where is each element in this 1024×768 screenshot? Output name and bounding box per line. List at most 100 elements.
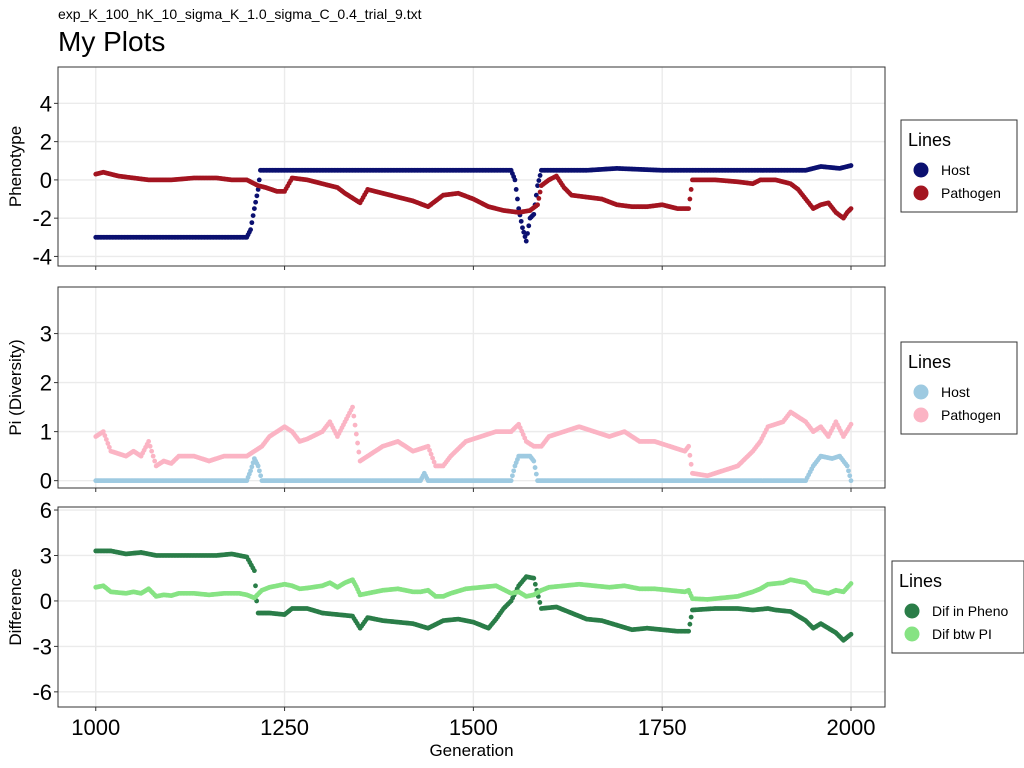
legend-key	[904, 603, 920, 619]
legend-title: Lines	[899, 571, 942, 591]
y-tick-label: -2	[32, 206, 52, 231]
y-axis-label: Pi (Diversity)	[6, 339, 25, 435]
legend-label: Host	[941, 162, 970, 178]
data-point	[535, 183, 540, 189]
series-host	[93, 163, 854, 244]
y-tick-label: -6	[32, 680, 52, 705]
data-point	[256, 177, 262, 183]
data-point	[844, 463, 850, 469]
data-point	[350, 404, 355, 410]
data-point	[687, 621, 693, 627]
series-host	[93, 453, 854, 484]
series-dif-btw-pi	[93, 577, 854, 602]
legend-key	[904, 626, 920, 642]
data-point	[254, 193, 260, 199]
panel-1: -4 -2 0 2 4 Phenotype Lines Host Pathogen	[6, 66, 1018, 270]
data-point	[532, 581, 538, 587]
panel-3: -6 -3 0 3 6 1000 1250 1500 1750 2000 Difference Lin…	[6, 498, 1024, 740]
data-point	[846, 468, 851, 474]
data-point	[686, 628, 692, 634]
data-point	[248, 468, 253, 474]
legend: Lines Host Pathogen	[900, 341, 1018, 435]
x-tick-label: 1250	[260, 715, 309, 740]
data-point	[510, 473, 515, 479]
data-point	[848, 631, 854, 637]
y-tick-label: 3	[40, 322, 52, 347]
x-tick-label: 1500	[449, 715, 498, 740]
legend-title: Lines	[908, 130, 951, 150]
data-point	[103, 437, 109, 442]
data-point	[253, 583, 258, 589]
y-tick-label: 0	[40, 469, 52, 494]
legend-label: Dif btw PI	[932, 626, 992, 642]
data-point	[257, 468, 262, 474]
legend: Lines Dif in Pheno Dif btw PI	[891, 560, 1024, 654]
data-point	[356, 449, 362, 455]
x-axis-label: Generation	[429, 741, 513, 760]
data-point	[848, 163, 854, 168]
x-tick-label: 1000	[71, 715, 120, 740]
legend-key	[913, 185, 929, 201]
data-point	[251, 206, 257, 212]
panel-border	[57, 66, 886, 267]
x-tick-label: 1750	[638, 715, 687, 740]
data-point	[353, 431, 359, 437]
data-point	[531, 458, 537, 464]
data-point	[537, 189, 543, 195]
data-point	[688, 614, 694, 620]
data-point	[687, 196, 693, 202]
legend: Lines Host Pathogen	[900, 119, 1018, 213]
data-point	[100, 429, 106, 435]
data-point	[848, 581, 854, 586]
data-point	[520, 225, 525, 231]
data-point	[102, 433, 108, 438]
series-dif-in-pheno	[93, 548, 854, 643]
y-tick-label: 3	[40, 543, 52, 568]
panel-2: 0 1 2 3 Pi (Diversity) Lines Host Pathogen	[6, 286, 1018, 494]
y-tick-label: 6	[40, 498, 52, 523]
data-point	[525, 231, 530, 236]
data-point	[521, 229, 527, 235]
chart-subtitle: exp_K_100_hK_10_sigma_K_1.0_sigma_C_0.4_…	[58, 6, 422, 22]
data-point	[146, 439, 152, 444]
data-point	[152, 458, 158, 464]
legend-label: Host	[941, 384, 970, 400]
y-axis-label: Difference	[6, 568, 25, 645]
data-point	[511, 468, 517, 474]
y-tick-label: 4	[40, 91, 52, 116]
series-pathogen	[93, 169, 854, 221]
data-point	[513, 187, 519, 192]
data-point	[431, 459, 437, 465]
data-point	[688, 187, 694, 192]
legend-title: Lines	[908, 352, 951, 372]
data-point	[248, 227, 253, 233]
legend-key	[913, 407, 929, 423]
data-point	[536, 195, 542, 201]
data-point	[147, 443, 153, 449]
data-point	[253, 199, 259, 205]
data-point	[351, 413, 357, 419]
y-tick-label: 2	[40, 371, 52, 396]
data-point	[848, 206, 854, 212]
y-tick-label: -3	[32, 634, 52, 659]
data-point	[518, 218, 524, 224]
data-point	[255, 463, 261, 469]
chart-title: My Plots	[58, 26, 166, 57]
data-point	[105, 440, 111, 446]
data-point	[686, 206, 692, 212]
data-point	[686, 443, 692, 449]
data-point	[512, 177, 518, 183]
panel-border	[57, 506, 886, 708]
data-point	[428, 451, 434, 457]
panel-border	[57, 286, 886, 489]
legend-label: Pathogen	[941, 407, 1001, 423]
data-point	[515, 196, 520, 202]
y-tick-label: 0	[40, 589, 52, 614]
data-point	[430, 455, 435, 461]
data-point	[531, 211, 537, 217]
y-axis-label: Phenotype	[6, 126, 25, 207]
y-tick-label: 1	[40, 420, 52, 445]
data-point	[847, 473, 853, 479]
data-point	[533, 471, 539, 477]
